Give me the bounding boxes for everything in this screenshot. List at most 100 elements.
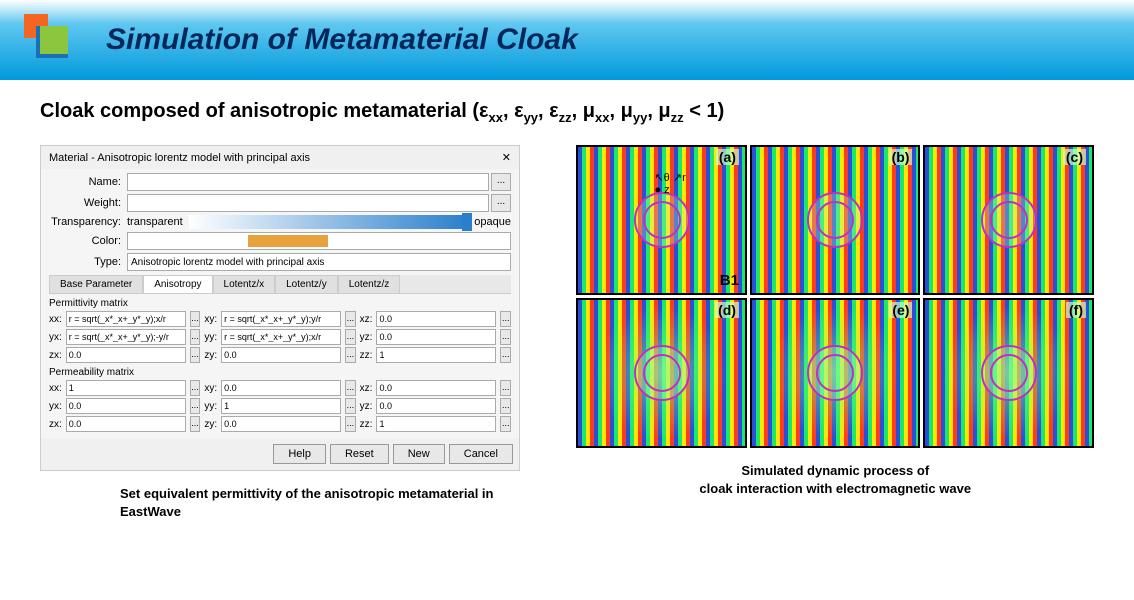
header-title: Simulation of Metamaterial Cloak (106, 23, 578, 57)
name-input[interactable] (127, 173, 489, 191)
permeability-input[interactable] (221, 380, 341, 396)
permeability-browse-button[interactable]: ... (190, 380, 201, 396)
sim-cell: (c) (923, 145, 1094, 295)
permittivity-browse-button[interactable]: ... (190, 311, 201, 327)
color-swatch[interactable] (127, 232, 511, 250)
tab-lotentz-x[interactable]: Lotentz/x (213, 275, 276, 293)
permeability-input[interactable] (221, 416, 341, 432)
b1-label: B1 (720, 272, 739, 289)
permeability-browse-button[interactable]: ... (500, 380, 511, 396)
permittivity-input[interactable] (66, 311, 186, 327)
permittivity-browse-button[interactable]: ... (345, 329, 356, 345)
permeability-input[interactable] (376, 416, 496, 432)
color-label: Color: (49, 235, 127, 247)
permittivity-input[interactable] (376, 347, 496, 363)
permeability-label: zz: (360, 419, 373, 430)
permeability-input[interactable] (376, 398, 496, 414)
permittivity-label: zy: (204, 350, 217, 361)
tab-anisotropy[interactable]: Anisotropy (143, 275, 212, 293)
slide-header: Simulation of Metamaterial Cloak (0, 0, 1134, 80)
permeability-label: yx: (49, 401, 62, 412)
permeability-browse-button[interactable]: ... (345, 416, 356, 432)
new-button[interactable]: New (393, 444, 445, 464)
cancel-button[interactable]: Cancel (449, 444, 513, 464)
content: Cloak composed of anisotropic metamateri… (0, 80, 1134, 541)
permittivity-browse-button[interactable]: ... (500, 329, 511, 345)
weight-input[interactable] (127, 194, 489, 212)
tab-lotentz-y[interactable]: Lotentz/y (275, 275, 338, 293)
permittivity-browse-button[interactable]: ... (500, 347, 511, 363)
permittivity-input[interactable] (66, 329, 186, 345)
permittivity-input[interactable] (221, 347, 341, 363)
dialog-titlebar: Material - Anisotropic lorentz model wit… (41, 146, 519, 169)
permeability-label: yz: (360, 401, 373, 412)
permeability-label: zx: (49, 419, 62, 430)
permeability-browse-button[interactable]: ... (500, 416, 511, 432)
permittivity-browse-button[interactable]: ... (190, 329, 201, 345)
permeability-browse-button[interactable]: ... (190, 398, 201, 414)
sim-cell-label: (c) (1063, 149, 1086, 165)
permittivity-label: yx: (49, 332, 62, 343)
permeability-input[interactable] (221, 398, 341, 414)
transparency-slider[interactable] (189, 215, 469, 229)
weight-label: Weight: (49, 197, 127, 209)
close-icon[interactable]: ✕ (502, 151, 511, 164)
weight-browse-button[interactable]: ... (491, 194, 511, 212)
permeability-label: xz: (360, 383, 373, 394)
subtitle: Cloak composed of anisotropic metamateri… (40, 100, 1094, 125)
cloak-ring-icon (634, 345, 690, 401)
simulation-grid: (a)B1↖θ ↗r● z(b)(c)(d)(e)(f) (576, 145, 1094, 448)
permittivity-label: xz: (360, 314, 373, 325)
type-label: Type: (49, 256, 127, 268)
sim-cell: (a) B1 ↖θ ↗r● z (576, 145, 747, 295)
tabs: Base ParameterAnisotropyLotentz/xLotentz… (49, 275, 511, 294)
permeability-browse-button[interactable]: ... (345, 398, 356, 414)
type-select[interactable] (127, 253, 511, 271)
permeability-browse-button[interactable]: ... (345, 380, 356, 396)
permeability-input[interactable] (66, 380, 186, 396)
permittivity-input[interactable] (221, 311, 341, 327)
transparency-label: Transparency: (49, 216, 127, 228)
permittivity-browse-button[interactable]: ... (500, 311, 511, 327)
permittivity-label: yy: (204, 332, 217, 343)
sim-cell: (f) (923, 298, 1094, 448)
permittivity-input[interactable] (376, 311, 496, 327)
sim-cell: (e) (750, 298, 921, 448)
permittivity-browse-button[interactable]: ... (190, 347, 201, 363)
cloak-ring-icon (981, 345, 1037, 401)
opaque-label: opaque (474, 216, 511, 228)
permeability-browse-button[interactable]: ... (190, 416, 201, 432)
permeability-title: Permeability matrix (49, 367, 511, 378)
permittivity-browse-button[interactable]: ... (345, 347, 356, 363)
material-dialog: Material - Anisotropic lorentz model wit… (40, 145, 520, 471)
reset-button[interactable]: Reset (330, 444, 389, 464)
permittivity-input[interactable] (221, 329, 341, 345)
permittivity-label: xx: (49, 314, 62, 325)
cloak-ring-icon (807, 192, 863, 248)
sim-cell-label: (e) (889, 302, 912, 318)
permittivity-browse-button[interactable]: ... (345, 311, 356, 327)
dialog-title-text: Material - Anisotropic lorentz model wit… (49, 152, 310, 164)
permeability-browse-button[interactable]: ... (500, 398, 511, 414)
permeability-input[interactable] (66, 416, 186, 432)
permeability-label: yy: (204, 401, 217, 412)
permittivity-input[interactable] (66, 347, 186, 363)
sim-cell: (b) (750, 145, 921, 295)
permeability-input[interactable] (376, 380, 496, 396)
axes-icon: ↖θ ↗r● z (654, 171, 685, 196)
left-caption: Set equivalent permittivity of the aniso… (40, 485, 536, 521)
sim-cell-label: (b) (889, 149, 913, 165)
cloak-ring-icon (807, 345, 863, 401)
tab-base-parameter[interactable]: Base Parameter (49, 275, 143, 293)
name-browse-button[interactable]: ... (491, 173, 511, 191)
permeability-input[interactable] (66, 398, 186, 414)
permittivity-label: xy: (204, 314, 217, 325)
left-panel: Material - Anisotropic lorentz model wit… (40, 145, 536, 521)
sim-cell-label: (a) (716, 149, 739, 165)
permittivity-input[interactable] (376, 329, 496, 345)
tab-lotentz-z[interactable]: Lotentz/z (338, 275, 401, 293)
permittivity-label: yz: (360, 332, 373, 343)
permeability-label: zy: (204, 419, 217, 430)
help-button[interactable]: Help (273, 444, 326, 464)
permeability-label: xx: (49, 383, 62, 394)
